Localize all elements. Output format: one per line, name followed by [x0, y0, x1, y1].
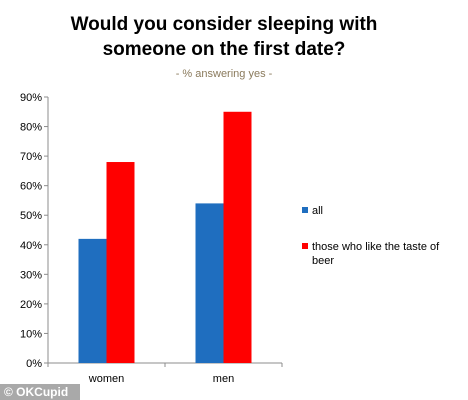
chart-subtitle: - % answering yes - — [176, 68, 273, 80]
y-tick-label: 60% — [20, 181, 42, 193]
y-tick-label: 20% — [20, 299, 42, 311]
bar-beer-women — [106, 162, 135, 363]
x-tick-label-women: women — [88, 373, 124, 385]
plot-area: 0% 10% 20% 30% 40% 50% 60% 70% 80% 90% women men — [20, 92, 283, 385]
watermark-background — [0, 384, 80, 400]
chart-title-line-2: someone on the first date? — [103, 39, 346, 60]
y-tick-label: 30% — [20, 269, 42, 281]
watermark: © OKCupid — [4, 385, 68, 399]
x-tick-label-men: men — [213, 373, 234, 385]
legend: all those who like the taste of beer — [302, 205, 440, 267]
chart-title-line-1: Would you consider sleeping with — [71, 14, 378, 35]
bar-all-men — [195, 203, 224, 363]
y-tick-label: 40% — [20, 240, 42, 252]
y-tick-label: 70% — [20, 151, 42, 163]
y-tick-label: 50% — [20, 210, 42, 222]
legend-label-0-line-0: all — [312, 205, 323, 217]
legend-label-1-line-1: beer — [312, 255, 334, 267]
legend-swatch-1 — [302, 243, 308, 249]
bar-beer-men — [223, 111, 252, 364]
y-tick-label: 0% — [26, 358, 42, 370]
bar-all-women — [78, 238, 107, 363]
y-tick-label: 90% — [20, 92, 42, 104]
legend-label-1-line-0: those who like the taste of — [312, 241, 440, 253]
legend-swatch-0 — [302, 207, 308, 213]
y-tick-label: 10% — [20, 328, 42, 340]
y-tick-label: 80% — [20, 122, 42, 134]
